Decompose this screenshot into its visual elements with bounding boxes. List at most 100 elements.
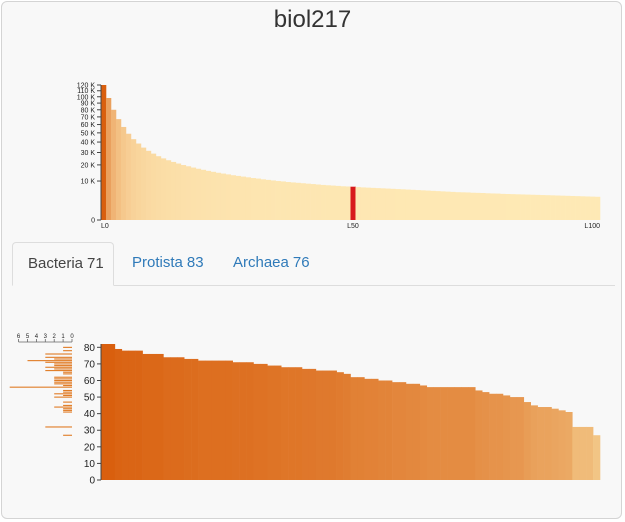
rank-bar: [135, 143, 142, 220]
y-tick-label: 20 K: [81, 162, 96, 169]
rank-bar: [595, 196, 601, 220]
rank-bar: [315, 184, 321, 220]
tab-archaea[interactable]: Archaea 76: [218, 242, 325, 284]
rank-bar: [520, 194, 526, 220]
rank-bar: [180, 165, 187, 220]
rank-bar: [160, 158, 167, 220]
rank-bar: [355, 187, 361, 220]
rank-bar: [335, 185, 341, 220]
rank-bar: [375, 188, 381, 220]
rank-bar: [485, 193, 491, 220]
rank-bar: [320, 184, 326, 220]
rank-bar: [390, 188, 396, 220]
rank-bar: [240, 176, 247, 220]
rank-bar: [580, 196, 586, 220]
rank-bar: [215, 172, 222, 220]
rank-bar: [555, 195, 561, 220]
tab-protista[interactable]: Protista 83: [117, 242, 219, 284]
rank-bar: [120, 126, 127, 220]
y-tick-label: 60 K: [81, 122, 96, 129]
y-tick-label: 30 K: [81, 150, 96, 157]
rank-bar: [435, 191, 441, 220]
rank-bar: [430, 190, 436, 220]
y-tick-label: 50 K: [81, 130, 96, 137]
y-tick-label: 70 K: [81, 114, 96, 121]
rank-bar: [275, 181, 281, 220]
rank-bar: [425, 190, 431, 220]
rank-bar: [420, 190, 426, 220]
page-title: biol217: [273, 6, 352, 33]
rank-bar: [385, 188, 391, 220]
rank-bar: [295, 182, 301, 220]
rank-bar: [235, 175, 242, 220]
rank-bar: [130, 139, 137, 220]
rank-bar: [290, 182, 296, 220]
rank-bar: [495, 193, 501, 220]
rank-bar: [590, 196, 596, 220]
tab-bacteria[interactable]: Bacteria 71: [12, 242, 114, 286]
y-tick-label: 80 K: [81, 107, 96, 114]
rank-bar: [535, 194, 541, 220]
rank-bar: [280, 181, 286, 220]
rank-bar: [455, 192, 461, 220]
rank-bar: [525, 194, 531, 220]
rank-bar: [205, 170, 212, 220]
rank-bar: [125, 133, 132, 220]
rank-abundance-chart: 0 10 K 20 K 30 K 40 K 50 K60 K70 K80 K90 K100…: [77, 83, 601, 230]
rank-bar: [445, 191, 451, 220]
rank-bar: [510, 194, 516, 220]
y-tick-label: 110 K: [77, 88, 95, 95]
tab-archaea-count: 76: [292, 254, 310, 271]
rank-bar: [380, 188, 386, 220]
rank-bar: [200, 169, 207, 220]
y-tick-label: 0: [91, 218, 95, 225]
rank-bar: [395, 189, 401, 220]
rank-bar: [265, 179, 271, 220]
rank-bar: [370, 187, 376, 220]
rank-bar: [585, 196, 591, 220]
y-tick-label: 100 K: [77, 94, 96, 101]
rank-bar: [415, 190, 421, 220]
rank-bar: [480, 193, 486, 220]
x-tick-label: L100: [584, 223, 600, 230]
rank-bar: [225, 174, 232, 220]
x-tick-label: L50: [347, 223, 359, 230]
rank-bar: [175, 163, 182, 220]
rank-bar: [305, 183, 311, 220]
rank-bar: [300, 183, 306, 220]
rank-bar: [195, 168, 202, 220]
tab-protista-count: 83: [186, 254, 204, 271]
rank-bar: [155, 156, 162, 220]
rank-bar: [490, 193, 496, 220]
rank-bar: [310, 184, 316, 220]
rank-bar: [115, 119, 122, 220]
y-tick-label: 120 K: [77, 83, 96, 90]
rank-bar: [105, 98, 112, 220]
rank-bar: [210, 171, 217, 220]
tab-bacteria-count: 71: [87, 255, 104, 272]
rank-bar: [170, 161, 177, 220]
y-tick-label: 90 K: [81, 101, 96, 108]
tab-protista-label: Protista: [132, 254, 183, 271]
rank-bar: [530, 194, 536, 220]
rank-bar: [255, 178, 261, 220]
rank-bar: [250, 178, 256, 220]
rank-bar: [145, 150, 152, 220]
rank-bar: [110, 109, 117, 220]
rank-bar: [550, 195, 556, 220]
rank-bar: [350, 186, 356, 220]
rank-bar: [220, 173, 227, 220]
y-tick-label: 40 K: [81, 140, 96, 147]
tab-bacteria-label: Bacteria: [28, 255, 84, 272]
rank-bar: [245, 177, 251, 220]
rank-bar: [465, 192, 471, 220]
rank-bar: [150, 153, 157, 220]
rank-bar: [230, 175, 237, 220]
rank-bar: [360, 187, 366, 220]
rank-bar: [470, 192, 476, 220]
rank-bar: [325, 185, 331, 220]
rank-bar: [270, 180, 276, 220]
rank-bar: [101, 85, 107, 220]
rank-bar: [515, 194, 521, 220]
rank-bar: [475, 192, 481, 220]
